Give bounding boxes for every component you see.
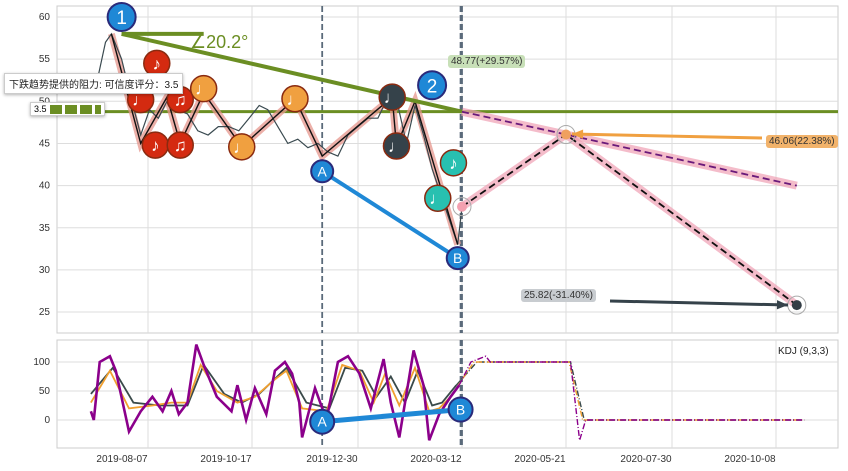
note-glyph: ♪: [151, 136, 160, 155]
target-point: [561, 129, 571, 140]
x-tick-label: 2019-10-17: [200, 454, 252, 465]
note-marker-icon: [378, 83, 406, 111]
wave-label-text: 2: [427, 76, 438, 97]
x-tick-label: 2019-12-30: [306, 454, 358, 465]
wave-label-marker: [106, 2, 137, 32]
kdj-wave-label: B: [456, 402, 465, 418]
projection-upper-line: [461, 110, 797, 187]
rating-icon: [79, 104, 92, 114]
wave-label-marker: [445, 246, 470, 271]
kdj-j-line: [89, 344, 461, 441]
kdj-wave-marker: [309, 408, 336, 435]
price-plot-frame: [56, 5, 839, 334]
kdj-j-forecast: [458, 355, 805, 441]
kdj-d-line: [90, 363, 457, 410]
kdj-k-forecast: [450, 361, 805, 421]
note-glyph: ♩: [132, 91, 149, 110]
arrow-mid: [571, 132, 763, 140]
x-tick-label: 2019-08-07: [96, 454, 148, 465]
price-y-tick: 60: [39, 12, 51, 23]
price-y-tick: 35: [39, 223, 51, 234]
target-label-mid: 46.06(22.38%): [766, 135, 838, 148]
note-glyph: ♫: [174, 136, 187, 155]
wave-label-text: B: [453, 250, 462, 266]
projection-lower-line: [461, 133, 798, 306]
note-glyph: ♪: [153, 54, 162, 73]
rating-icon: [94, 104, 101, 114]
kdj-plot-frame: [56, 339, 839, 449]
price-y-tick: 25: [39, 307, 51, 318]
price-y-tick: 40: [39, 181, 51, 192]
note-glyph: ♩: [286, 90, 303, 109]
target-ring: [452, 197, 472, 217]
wave-label-marker: [310, 159, 335, 184]
price-y-tick: 45: [39, 138, 51, 149]
note-glyph: ♪: [449, 154, 458, 173]
kdj-wave-marker: [447, 396, 474, 423]
arrow-mid-head: [572, 129, 584, 139]
target-label-lower: 25.82(-31.40%): [521, 289, 596, 302]
x-tick-label: 2020-07-30: [620, 454, 672, 465]
wave-label-text: 1: [116, 8, 127, 29]
price-y-tick: 50: [39, 96, 51, 107]
rating-icon: [49, 104, 62, 114]
resistance-tooltip: 下跌趋势提供的阻力: 可信度评分：3.5: [4, 73, 184, 94]
angle-label: ∠20.2°: [190, 32, 249, 52]
note-glyph: ♩: [195, 80, 212, 99]
price-line: [91, 32, 463, 245]
ab-line: [321, 169, 459, 260]
projection-lower-band: [459, 129, 800, 309]
arrow-lower: [609, 299, 789, 307]
note-glyph: ♩: [388, 137, 405, 156]
rating-icon: [64, 104, 77, 114]
wave-label-text: A: [318, 163, 328, 179]
kdj-ab-line: [321, 407, 461, 425]
target-label-upper: 48.77(+29.57%): [448, 55, 526, 68]
target-point: [791, 300, 802, 311]
rating-bar: 3.5: [30, 102, 105, 116]
rating-value: 3.5: [34, 104, 47, 114]
note-marker-icon: [424, 184, 452, 212]
note-glyph: ♩: [384, 88, 401, 107]
price-y-tick: 30: [39, 265, 51, 276]
note-glyph: ♩: [233, 138, 250, 157]
kdj-y-tick: 100: [33, 357, 50, 368]
kdj-y-tick: 0: [44, 415, 50, 426]
note-marker-icon: [382, 132, 411, 160]
kdj-legend: KDJ (9,3,3): [778, 346, 829, 357]
note-glyph: ♫: [174, 91, 187, 110]
note-marker-icon: [281, 85, 309, 113]
price-y-tick: 55: [39, 54, 51, 65]
wave-label-marker: [417, 70, 448, 101]
arrow-lower-head: [776, 300, 788, 310]
note-marker-icon: [227, 133, 256, 161]
x-tick-label: 2020-10-08: [724, 454, 776, 465]
kdj-y-tick: 50: [39, 386, 51, 397]
note-marker-icon: [166, 131, 194, 159]
note-marker-icon: [189, 74, 218, 103]
note-marker-icon: [439, 149, 468, 177]
target-point: [457, 201, 467, 212]
kdj-wave-label: A: [318, 414, 328, 430]
x-tick-label: 2020-03-12: [410, 454, 462, 465]
x-tick-label: 2020-05-21: [514, 454, 566, 465]
note-glyph: ♩: [429, 189, 446, 208]
